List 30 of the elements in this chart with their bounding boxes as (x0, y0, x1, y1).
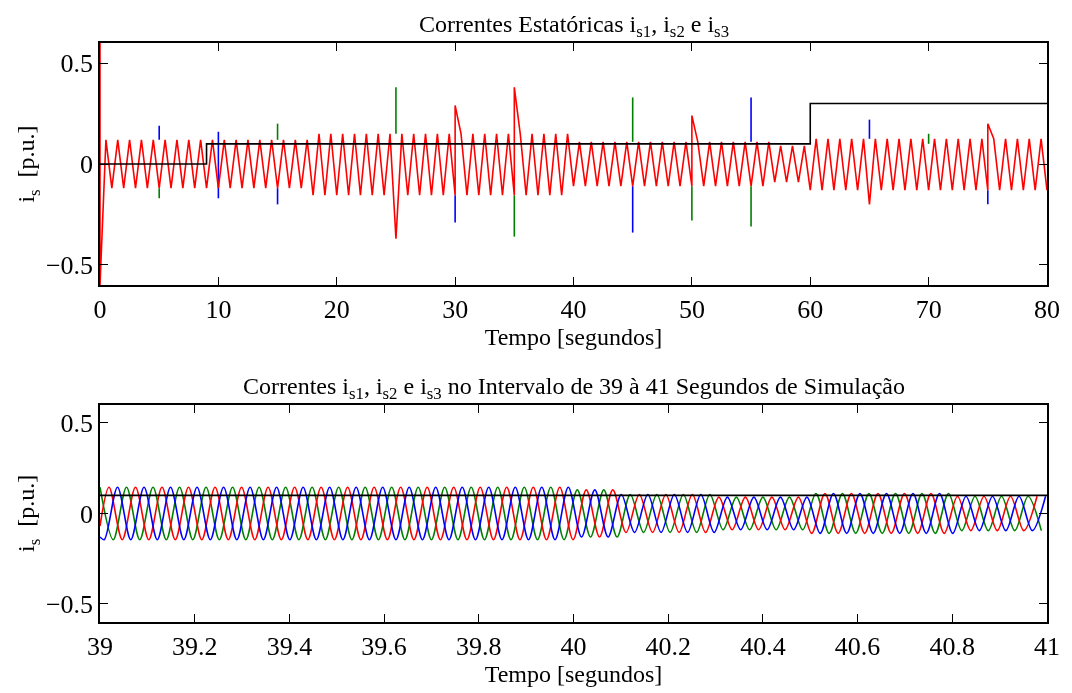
x-tick-label: 41 (1034, 631, 1060, 661)
line-series (100, 43, 1047, 286)
x-tick-label: 39 (87, 631, 113, 661)
x-tick-label: 50 (678, 294, 705, 324)
x-tick-label: 40.2 (645, 631, 691, 661)
x-tick-label: 40.4 (740, 631, 786, 661)
x-tick-label: 10 (205, 294, 232, 324)
x-tick-label: 39.8 (456, 631, 502, 661)
x-tick-label: 30 (442, 294, 469, 324)
x-tick-label: 39.6 (361, 631, 407, 661)
chart-title: Correntes Estatóricas i$_{s1}$, i$_{s2}$ e i$_{s3}$ (419, 11, 730, 42)
x-tick-label: 20 (323, 294, 350, 324)
y-tick-label: 0.5 (60, 49, 94, 79)
x-tick-label: 40 (560, 631, 587, 661)
x-tick-label: 40 (560, 294, 587, 324)
y-tick-label: 0.5 (60, 409, 94, 439)
x-tick-label: 70 (915, 294, 942, 324)
y-tick-label: 0 (80, 499, 94, 529)
y-tick-label: 0 (80, 150, 94, 180)
x-tick-label: 40.6 (834, 631, 881, 661)
x-tick-label: 39.4 (266, 631, 313, 661)
chart-title: Correntes i$_{s1}$, i$_{s2}$ e i$_{s3}$ no Intervalo de 39 à 41 Segundos de Simulação (243, 373, 905, 404)
x-axis-title: Tempo [segundos] (484, 323, 663, 350)
x-tick-label: 80 (1034, 294, 1060, 324)
x-axis-title: Tempo [segundos] (484, 660, 663, 687)
y-tick-label: −0.5 (45, 250, 94, 280)
x-tick-label: 40.8 (929, 631, 976, 661)
x-tick-label: 39.2 (171, 631, 218, 661)
y-tick-label: −0.5 (45, 590, 94, 620)
x-tick-label: 60 (797, 294, 824, 324)
